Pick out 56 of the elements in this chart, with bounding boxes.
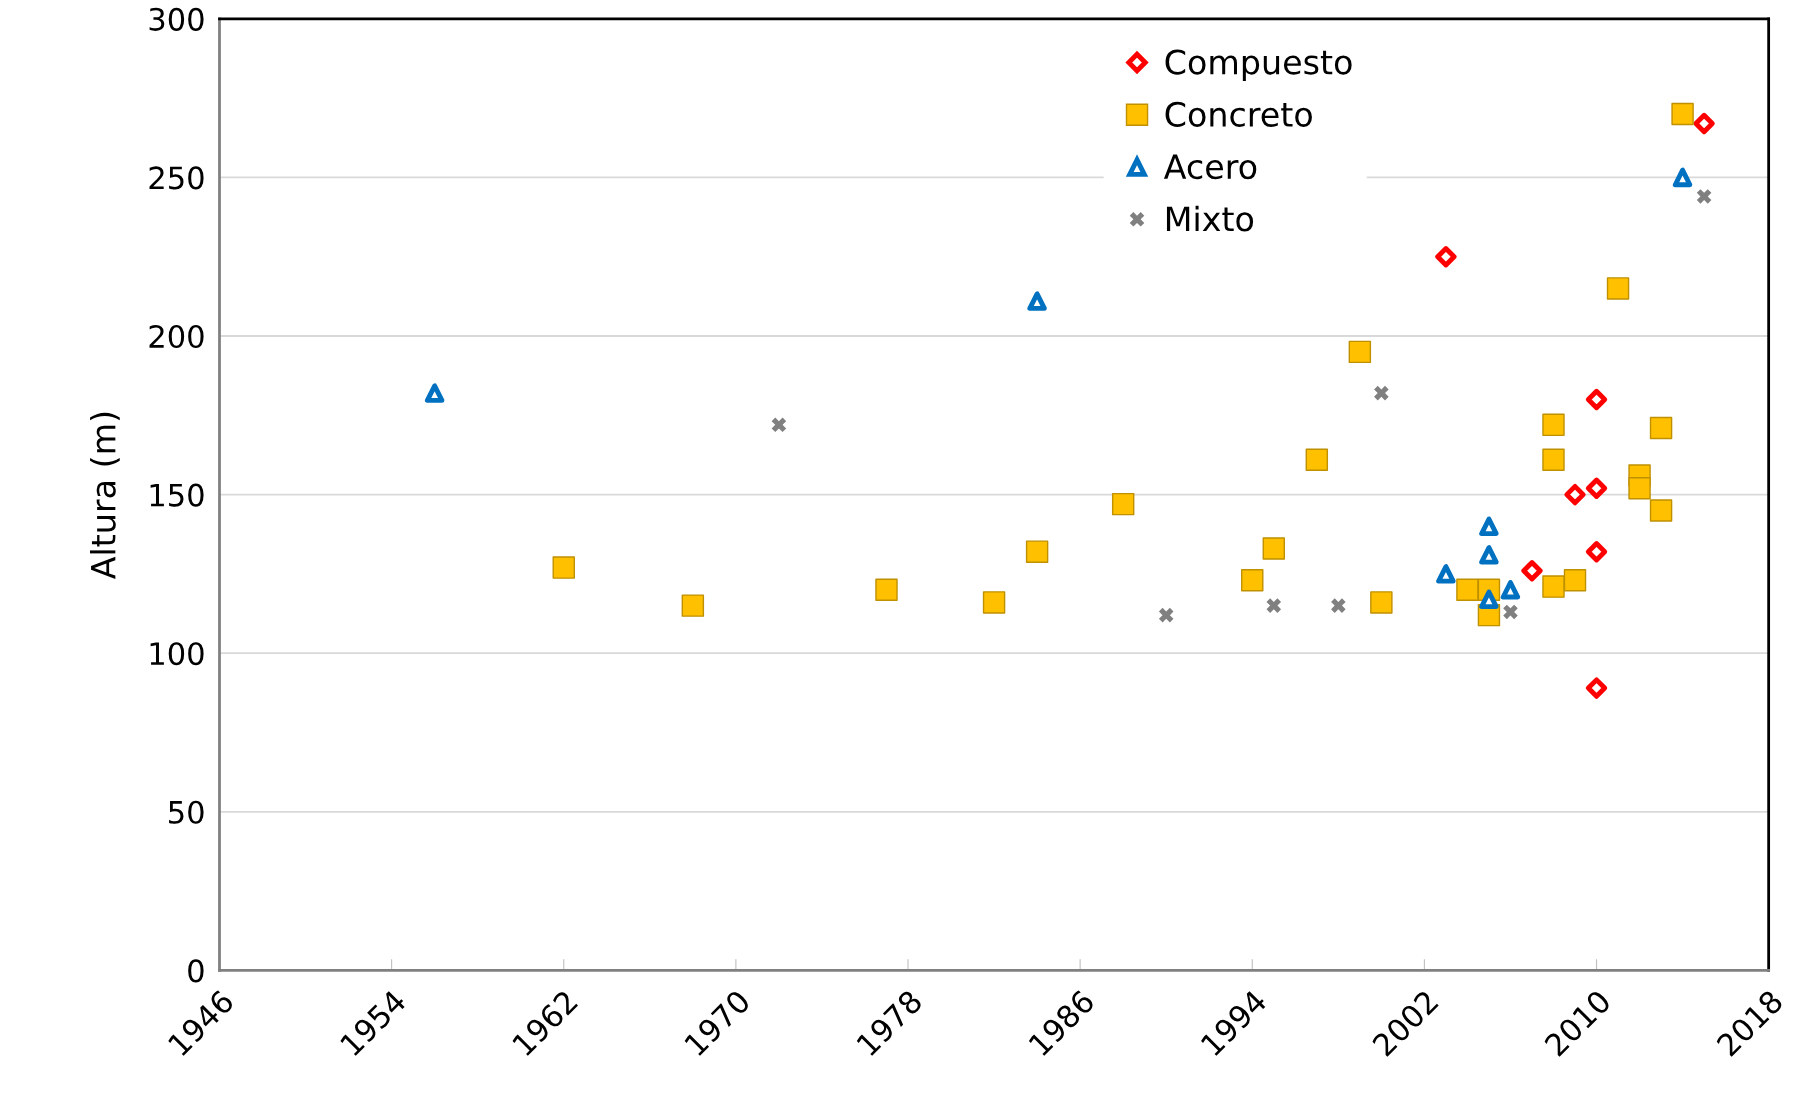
y-tick-label: 100 xyxy=(150,642,204,666)
point xyxy=(1542,448,1565,471)
legend-label: Concreto xyxy=(1165,101,1312,127)
point xyxy=(1500,580,1521,600)
point xyxy=(1027,291,1047,311)
point xyxy=(1649,416,1673,440)
point xyxy=(1479,545,1499,565)
point xyxy=(681,594,705,617)
point xyxy=(1456,578,1479,601)
point xyxy=(1503,604,1518,620)
y-tick-label: 200 xyxy=(149,324,204,349)
point xyxy=(1241,569,1264,592)
point xyxy=(982,591,1006,614)
point xyxy=(1696,189,1712,204)
point xyxy=(1374,385,1389,401)
point xyxy=(1331,598,1346,613)
point xyxy=(1436,564,1456,584)
legend-label: Mixto xyxy=(1166,205,1254,232)
point xyxy=(1585,388,1608,411)
point xyxy=(1266,598,1282,613)
point xyxy=(1262,537,1286,560)
y-tick-label: 300 xyxy=(149,7,204,31)
point xyxy=(1542,413,1565,437)
point xyxy=(1606,277,1630,300)
point xyxy=(1435,246,1457,268)
point xyxy=(1585,477,1608,499)
point xyxy=(1370,591,1393,614)
point xyxy=(1672,167,1693,188)
point xyxy=(1585,677,1608,699)
point xyxy=(1542,575,1565,598)
point xyxy=(552,556,575,579)
point xyxy=(1158,607,1174,623)
point xyxy=(1649,499,1673,522)
point xyxy=(1479,589,1499,609)
point xyxy=(424,383,445,403)
point xyxy=(771,417,787,433)
y-axis-title: Altura (m) xyxy=(90,412,120,580)
point xyxy=(1693,112,1715,135)
point xyxy=(1585,541,1608,563)
point xyxy=(875,578,898,601)
point xyxy=(1111,492,1135,516)
point xyxy=(1305,448,1329,471)
point xyxy=(1671,102,1694,126)
point xyxy=(1479,516,1499,537)
y-tick-label: 150 xyxy=(150,483,204,507)
legend-label: Compuesto xyxy=(1165,49,1352,82)
point xyxy=(1563,569,1587,592)
point xyxy=(1628,477,1651,500)
point xyxy=(1564,483,1586,506)
y-tick-label: 50 xyxy=(169,800,204,824)
y-tick-label: 250 xyxy=(149,166,204,190)
legend-label: Acero xyxy=(1163,154,1257,180)
y-tick-label: 0 xyxy=(188,959,204,983)
point xyxy=(1348,340,1372,364)
point xyxy=(1025,540,1049,563)
point xyxy=(1521,560,1543,582)
